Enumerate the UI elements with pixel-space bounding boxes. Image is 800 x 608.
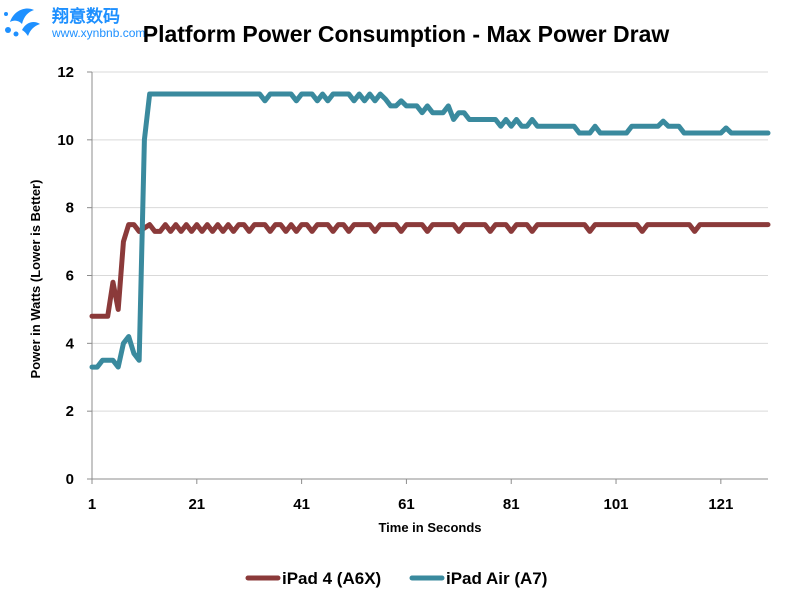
y-tick-label: 0 [66,471,74,488]
x-tick-label: 41 [293,496,310,513]
y-tick-label: 6 [66,268,74,285]
watermark-logo: 翔意数码 www.xynbnb.com [4,6,145,40]
series-line-ipad-air [89,91,771,370]
watermark-splash-icon [4,8,40,37]
y-tick-label: 4 [66,335,75,352]
x-tick-label: 21 [188,496,205,513]
legend-label-ipad-air: iPad Air (A7) [446,569,547,588]
x-tick-label: 81 [503,496,520,513]
gridlines [92,71,768,412]
x-tick-label: 61 [398,496,415,513]
y-tick-label: 2 [66,403,74,420]
x-tick-label: 1 [88,496,96,513]
y-tick-label: 10 [57,132,74,149]
x-tick-label: 121 [708,496,733,513]
watermark-url: www.xynbnb.com [51,26,145,40]
x-axis-title: Time in Seconds [378,520,481,535]
y-tick-label: 12 [57,64,74,81]
y-axis-title: Power in Watts (Lower is Better) [28,180,43,379]
x-tick-label: 101 [604,496,629,513]
watermark-title: 翔意数码 [51,6,120,26]
x-tick-labels: 1 21 41 61 81 101 121 [88,479,733,513]
y-tick-label: 8 [66,200,74,217]
series-line-ipad4 [89,222,771,319]
y-tick-labels: 0 2 4 6 8 10 12 [57,64,92,488]
legend: iPad 4 (A6X) iPad Air (A7) [245,569,547,588]
legend-label-ipad4: iPad 4 (A6X) [282,569,381,588]
chart-title: Platform Power Consumption - Max Power D… [143,21,670,47]
series-lines [89,91,771,370]
